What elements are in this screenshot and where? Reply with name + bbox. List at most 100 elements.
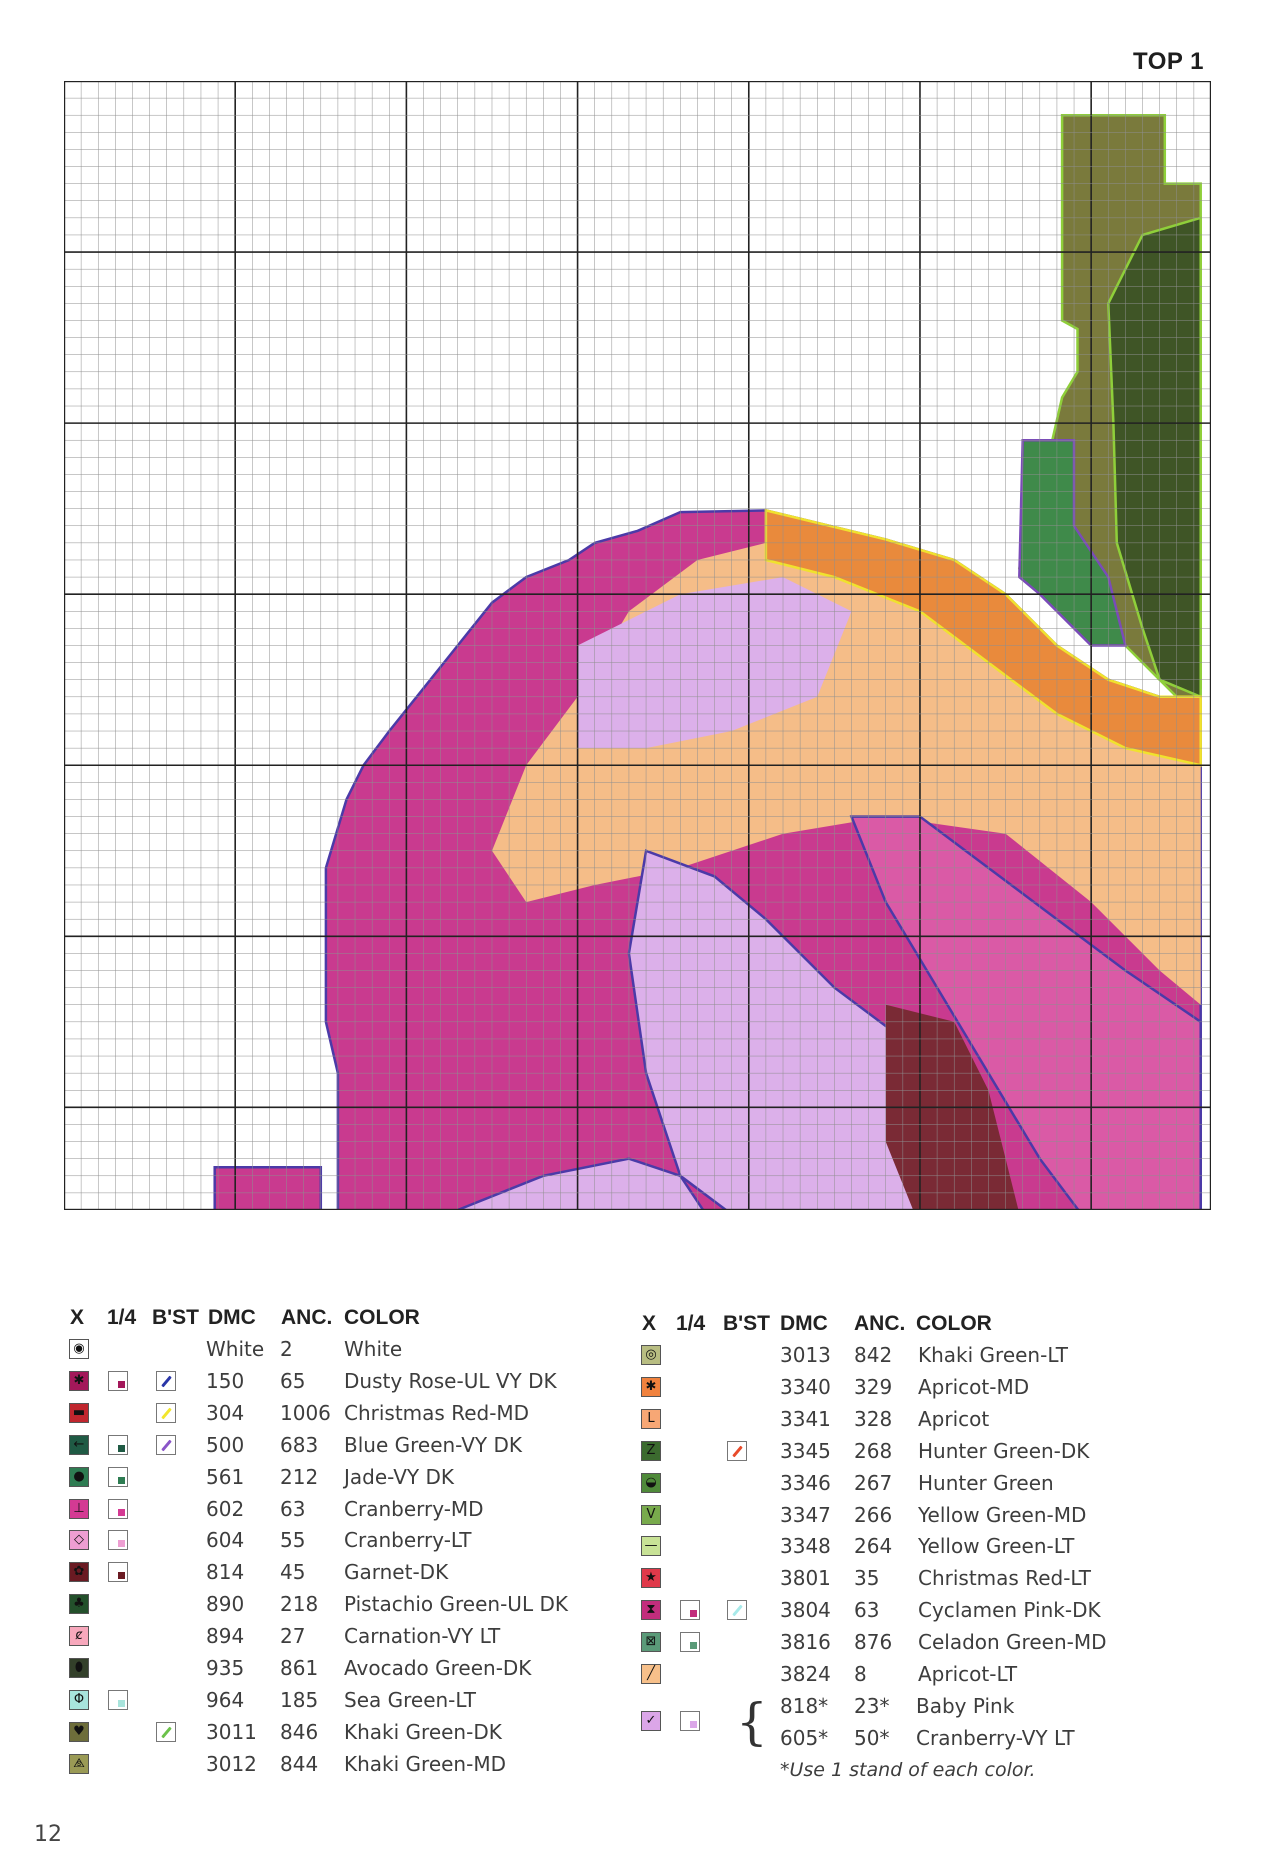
- stitch-symbol: ▬: [69, 1402, 89, 1423]
- header-backstitch: B'ST: [152, 1306, 199, 1329]
- legend-row: ✿ 814 45 Garnet-DK: [68, 1557, 628, 1587]
- anchor-number: 876: [854, 1630, 893, 1655]
- legend-row: ♣ 890 218 Pistachio Green-UL DK: [68, 1589, 628, 1619]
- legend-row: ✱ 3340 329 Apricot-MD: [640, 1372, 1200, 1402]
- dmc-number: 3345: [780, 1438, 831, 1463]
- dmc-number: 500: [206, 1432, 245, 1457]
- dmc-number: 3347: [780, 1502, 831, 1527]
- quarter-stitch-symbol: [680, 1710, 700, 1731]
- color-name: Khaki Green-MD: [344, 1751, 506, 1776]
- dmc-number: 890: [206, 1592, 245, 1617]
- quarter-stitch-symbol: [108, 1498, 128, 1519]
- color-name: Khaki Green-LT: [918, 1343, 1068, 1367]
- color-name: Yellow Green-MD: [918, 1502, 1087, 1527]
- anchor-number: 2: [280, 1337, 293, 1361]
- dmc-number: 150: [206, 1368, 245, 1393]
- color-name: Apricot: [918, 1406, 990, 1431]
- anchor-number: 185: [280, 1687, 319, 1712]
- stitch-symbol: ←: [69, 1434, 89, 1455]
- quarter-stitch-symbol: [108, 1530, 128, 1551]
- header-quarter: 1/4: [676, 1312, 706, 1335]
- stitch-symbol: ◒: [641, 1472, 661, 1493]
- color-name: Cyclamen Pink-DK: [918, 1598, 1101, 1623]
- color-name: Apricot-MD: [918, 1374, 1030, 1399]
- anchor-number: 266: [854, 1502, 893, 1527]
- page-number: 12: [34, 1822, 62, 1847]
- quarter-stitch-symbol: [108, 1434, 128, 1455]
- legend-row: ⬮ 935 861 Avocado Green-DK: [68, 1653, 628, 1683]
- anchor-number: 328: [854, 1406, 893, 1431]
- chart-border: [64, 81, 1211, 1210]
- stitch-symbol: ⊥: [69, 1498, 89, 1519]
- legend-row: ✱ 150 65 Dusty Rose-UL VY DK: [68, 1366, 628, 1396]
- quarter-stitch-symbol: [108, 1562, 128, 1583]
- legend-row: ▬ 304 1006 Christmas Red-MD: [68, 1398, 628, 1428]
- stitch-symbol: ◇: [69, 1530, 89, 1551]
- color-name: Hunter Green: [918, 1470, 1054, 1495]
- legend-row: L 3341 328 Apricot: [640, 1404, 1200, 1434]
- anchor-number: 50*: [854, 1725, 890, 1750]
- stitch-symbol: ╱: [641, 1664, 661, 1684]
- color-name: Garnet-DK: [344, 1560, 449, 1585]
- backstitch-symbol: [727, 1600, 747, 1621]
- color-name: Sea Green-LT: [344, 1687, 477, 1712]
- color-name: White: [344, 1337, 403, 1361]
- anchor-number: 861: [280, 1656, 319, 1680]
- stitch-symbol: —: [641, 1536, 661, 1557]
- stitch-symbol: ⬮: [69, 1658, 89, 1678]
- quarter-stitch-symbol: [680, 1632, 700, 1653]
- header-backstitch: B'ST: [723, 1312, 770, 1335]
- legend-row: ◉ White 2 White: [68, 1334, 628, 1364]
- backstitch-symbol: [156, 1434, 176, 1455]
- stitch-symbol: ◉: [69, 1339, 89, 1359]
- quarter-stitch-symbol: [108, 1370, 128, 1391]
- stitch-symbol: ⧌: [69, 1753, 89, 1774]
- blend-footnote: *Use 1 stand of each color.: [780, 1758, 1036, 1781]
- legend-row: ȼ 894 27 Carnation-VY LT: [68, 1621, 628, 1651]
- dmc-number: 3013: [780, 1343, 831, 1367]
- legend-row: ◎ 3013 842 Khaki Green-LT: [640, 1340, 1200, 1370]
- anchor-number: 842: [854, 1343, 893, 1367]
- anchor-number: 65: [280, 1368, 306, 1393]
- dmc-number: 3804: [780, 1598, 831, 1623]
- legend-row: Z 3345 268 Hunter Green-DK: [640, 1436, 1200, 1466]
- legend-row: 818* 23* Baby Pink: [640, 1691, 1200, 1721]
- anchor-number: 329: [854, 1374, 893, 1399]
- color-name: Christmas Red-MD: [344, 1400, 530, 1425]
- header-x: X: [70, 1306, 85, 1329]
- dmc-number: 304: [206, 1400, 245, 1425]
- anchor-number: 268: [854, 1438, 893, 1463]
- color-name: Blue Green-VY DK: [344, 1432, 522, 1457]
- color-name: Cranberry-LT: [344, 1528, 472, 1553]
- dmc-number: 3011: [206, 1719, 257, 1744]
- backstitch-symbol: [156, 1402, 176, 1423]
- dmc-number: 3824: [780, 1662, 831, 1686]
- dmc-number: 964: [206, 1687, 245, 1712]
- color-name: Hunter Green-DK: [918, 1438, 1090, 1463]
- stitch-symbol: ⊠: [641, 1632, 661, 1653]
- color-key-left: X 1/4 B'ST DMC ANC. COLOR ◉ White 2 White ✱ 1…: [68, 1306, 608, 1786]
- anchor-number: 267: [854, 1470, 893, 1495]
- anchor-number: 55: [280, 1528, 306, 1553]
- anchor-number: 1006: [280, 1400, 331, 1425]
- stitch-symbol: ♥: [69, 1721, 89, 1742]
- stitch-symbol: ★: [641, 1568, 661, 1589]
- color-name: Cranberry-VY LT: [916, 1725, 1075, 1750]
- legend-row: ╱ 3824 8 Apricot-LT: [640, 1659, 1200, 1689]
- anchor-number: 35: [854, 1566, 880, 1591]
- legend-row: — 3348 264 Yellow Green-LT: [640, 1531, 1200, 1561]
- dmc-number: 605*: [780, 1725, 829, 1750]
- quarter-stitch-symbol: [108, 1466, 128, 1487]
- color-name: Pistachio Green-UL DK: [344, 1592, 568, 1617]
- dmc-number: 3341: [780, 1406, 831, 1431]
- header-dmc: DMC: [208, 1306, 256, 1329]
- header-color: COLOR: [344, 1306, 420, 1329]
- dmc-number: White: [206, 1337, 265, 1361]
- quarter-stitch-symbol: [680, 1600, 700, 1621]
- quarter-stitch-symbol: [108, 1689, 128, 1710]
- legend-row: ⊥ 602 63 Cranberry-MD: [68, 1494, 628, 1524]
- anchor-number: 63: [854, 1598, 880, 1623]
- legend-row: ← 500 683 Blue Green-VY DK: [68, 1430, 628, 1460]
- stitch-symbol: V: [641, 1504, 661, 1525]
- stitch-symbol: ✓: [641, 1710, 661, 1731]
